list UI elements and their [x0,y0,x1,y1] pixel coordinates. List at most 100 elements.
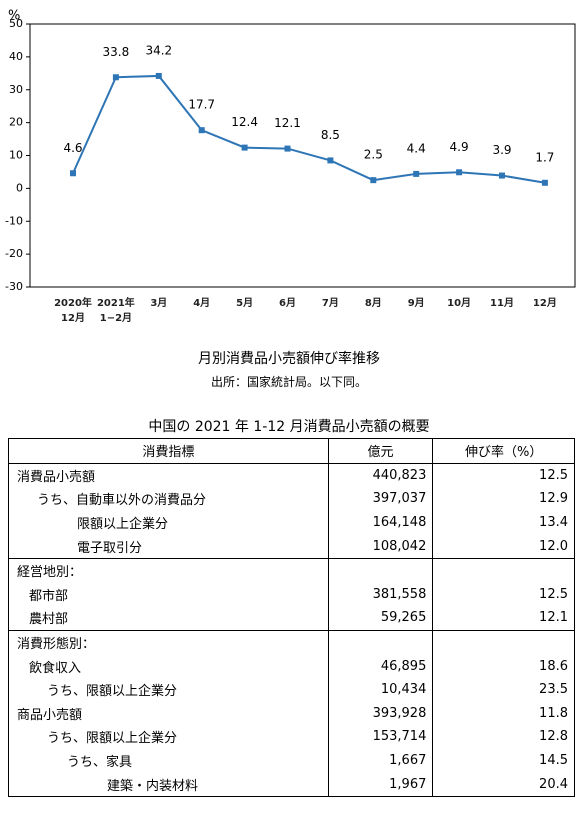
data-label: 4.4 [407,141,426,155]
table-cell: 393,928 [327,701,434,726]
data-label: 3.9 [492,143,511,157]
table-cell: 電子取引分 [8,534,329,559]
table-cell: 20.4 [432,772,575,797]
table-cell: 13.4 [432,510,575,535]
table-cell: 12.9 [432,487,575,511]
marker [198,127,205,134]
table-cell: 建築・内装材料 [8,772,329,797]
table-cell: 10,434 [327,677,434,702]
table-cell: うち、限額以上企業分 [8,677,329,702]
chart: % -30 -20 -10 0 10 20 30 40 50 4.6 33.8 34.2 17.7 12.… [5,9,576,293]
data-label: 2.5 [364,148,383,162]
data-label: 12.4 [231,115,258,129]
x-tick-label: 3月 [150,298,168,309]
table-cell: 12.5 [432,462,575,488]
x-tick-label: 11月 [490,298,514,309]
y-unit: % [8,9,20,24]
table-row: 建築・内装材料 1,967 20.4 [8,772,575,797]
data-label: 12.1 [274,116,301,130]
marker [499,172,505,179]
data-label: 8.5 [321,128,340,142]
x-tick-label: 2021年 1−2月 [96,298,135,324]
x-tick-label: 5月 [236,298,254,309]
source-note: 出所：国家統計局。以下同。 [210,375,367,389]
marker [155,72,162,79]
table-cell: 23.5 [432,677,575,702]
x-tick-label: 9月 [407,298,425,309]
table-row: 飲食収入 46,895 18.6 [8,654,575,678]
marker [284,145,291,152]
table-cell: 1,967 [327,772,434,797]
header-row: 消費指標 億元 伸び率（%） [8,438,575,464]
y-tick-label: 0 [16,181,23,194]
table-cell: 381,558 [327,582,434,607]
marker [327,157,334,164]
x-tick-label: 4月 [193,298,211,309]
x-tick-label: 7月 [321,298,339,309]
marker [370,177,377,184]
table-row: 電子取引分 108,042 12.0 [8,534,575,559]
x-tick-label: 10月 [447,298,472,309]
y-tick-label: 50 [9,17,23,30]
table-cell: 経営地別： [8,557,329,583]
table-row: うち、自動車以外の消費品分 397,037 12.9 [8,487,575,511]
table-cell [432,629,575,655]
table-cell: 11.8 [432,701,575,726]
table-row: 商品小売額 393,928 11.8 [8,701,575,726]
data-label: 4.6 [63,141,82,155]
table-cell: 12.1 [432,606,575,631]
table-cell: うち、自動車以外の消費品分 [8,487,329,511]
table-row: 消費形態別： [8,629,575,655]
table-row: うち、家具 1,667 14.5 [8,748,575,773]
table-cell: 飲食収入 [8,654,329,678]
y-tick-label: 10 [9,149,23,162]
line [72,74,546,184]
y-tick-label: -10 [5,214,23,227]
table-cell: 消費品小売額 [8,462,329,488]
marker [456,169,463,176]
table-row: 農村部 59,265 12.1 [8,606,575,631]
chart-title: 月別消費品小売額伸び率推移 [198,351,380,367]
data-label: 4.9 [450,140,469,154]
table-cell [327,557,434,583]
table-row: うち、限額以上企業分 10,434 23.5 [8,677,575,702]
y-tick-label: 30 [9,83,23,96]
y-tick-label: -20 [5,247,23,260]
marker [70,170,76,177]
table-cell: 都市部 [8,582,329,607]
data-label: 34.2 [145,43,172,57]
table-cell: 1,667 [327,748,434,773]
table-cell: うち、限額以上企業分 [8,725,329,749]
table-cell: 消費形態別： [8,629,329,655]
y-tick-label: -30 [5,280,23,293]
table-cell: 12.0 [432,534,575,559]
marker [413,170,420,177]
table-row: 経営地別： [8,557,575,583]
table-cell: 164,148 [327,510,434,535]
table-cell: 108,042 [327,534,434,559]
marker [541,179,548,186]
y-tick-label: 40 [9,50,23,63]
table-cell [432,557,575,583]
x-tick-label: 6月 [279,298,296,309]
table-cell: 59,265 [327,606,434,631]
table-cell: 46,895 [327,654,434,678]
table-row: うち、限額以上企業分 153,714 12.8 [8,725,575,749]
table-cell: 153,714 [327,725,434,749]
table-cell: 12.8 [432,725,575,749]
table-cell: うち、家具 [8,748,329,773]
x-tick-label: 8月 [364,298,382,309]
marker [241,144,248,151]
x-tick-label: 2020年 12月 [54,298,92,324]
table-row: 限額以上企業分 164,148 13.4 [8,510,575,535]
data-label: 17.7 [188,98,215,112]
data-label: 1.7 [535,150,554,164]
table-cell: 440,823 [327,462,434,488]
header-cell: 消費指標 [8,438,329,464]
table-cell: 農村部 [8,606,329,631]
data-label: 33.8 [103,45,130,59]
table-cell: 商品小売額 [8,701,329,726]
table-row: 都市部 381,558 12.5 [8,582,575,607]
marker [112,74,119,81]
